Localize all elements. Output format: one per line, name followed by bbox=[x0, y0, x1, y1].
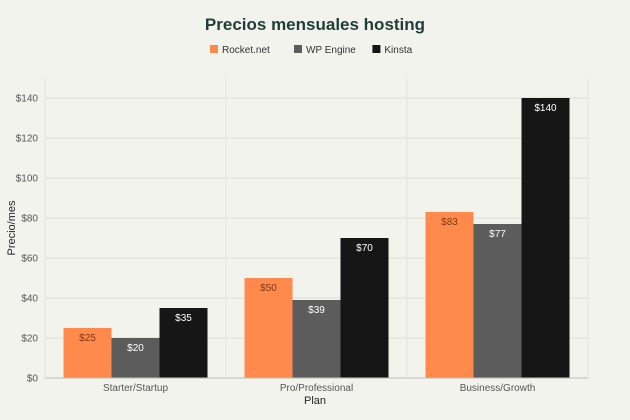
bars: $25 $20 $35 $50 $39 $70 $83 $77 $140 bbox=[63, 98, 570, 378]
legend-label: WP Engine bbox=[306, 45, 356, 56]
bar-value-label: $25 bbox=[79, 333, 96, 344]
legend: Rocket.net WP Engine Kinsta bbox=[210, 45, 413, 56]
bar-value-label: $20 bbox=[127, 343, 144, 354]
x-tick-label: Business/Growth bbox=[460, 383, 536, 394]
legend-swatch bbox=[210, 45, 218, 53]
y-tick-label: $120 bbox=[16, 134, 39, 145]
bar bbox=[111, 338, 160, 378]
y-tick-label: $60 bbox=[21, 254, 38, 265]
bar-value-label: $50 bbox=[260, 283, 277, 294]
bar bbox=[292, 300, 341, 378]
bar bbox=[244, 278, 293, 378]
bar-value-label: $70 bbox=[356, 243, 373, 254]
bar-value-label: $39 bbox=[308, 305, 325, 316]
x-tick-label: Pro/Professional bbox=[280, 383, 353, 394]
bar-value-label: $140 bbox=[534, 103, 557, 114]
y-tick-label: $40 bbox=[21, 294, 38, 305]
bar bbox=[521, 98, 570, 378]
bar-value-label: $83 bbox=[441, 217, 458, 228]
bar bbox=[425, 212, 474, 378]
bar bbox=[159, 308, 208, 378]
x-axis-title: Plan bbox=[304, 395, 326, 407]
y-axis: $0 $20 $40 $60 $80 $100 $120 $140 bbox=[16, 94, 39, 385]
bar bbox=[340, 238, 389, 378]
y-tick-label: $80 bbox=[21, 214, 38, 225]
bar bbox=[63, 328, 112, 378]
y-tick-label: $100 bbox=[16, 174, 39, 185]
y-axis-title: Precio/mes bbox=[6, 200, 18, 256]
legend-label: Kinsta bbox=[384, 45, 412, 56]
x-axis: Starter/Startup Pro/Professional Business/… bbox=[45, 377, 588, 394]
y-tick-label: $20 bbox=[21, 334, 38, 345]
x-tick-label: Starter/Startup bbox=[103, 383, 168, 394]
y-tick-label: $140 bbox=[16, 94, 39, 105]
legend-swatch bbox=[294, 45, 302, 53]
bar-value-label: $35 bbox=[175, 313, 192, 324]
chart-title: Precios mensuales hosting bbox=[205, 15, 425, 34]
bar bbox=[473, 224, 522, 378]
legend-swatch bbox=[372, 45, 381, 53]
bar-value-label: $77 bbox=[489, 229, 506, 240]
legend-label: Rocket.net bbox=[222, 45, 270, 56]
y-tick-label: $0 bbox=[27, 374, 39, 385]
